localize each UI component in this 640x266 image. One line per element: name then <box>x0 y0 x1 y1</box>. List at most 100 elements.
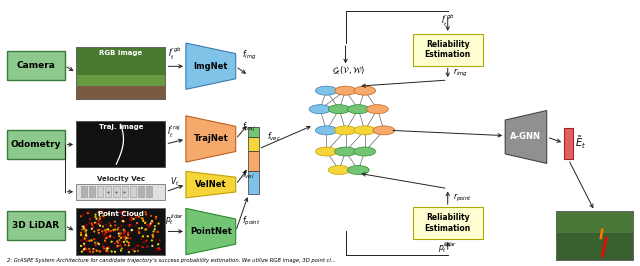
Point <box>102 246 113 250</box>
Point <box>90 243 100 247</box>
Text: $p_t^{lidar}$: $p_t^{lidar}$ <box>164 213 184 227</box>
Bar <box>130 186 136 197</box>
Point <box>110 223 120 227</box>
Bar <box>556 233 633 260</box>
Point <box>84 247 94 251</box>
Point <box>115 231 125 235</box>
Point <box>96 250 106 254</box>
Point <box>141 212 151 217</box>
Point <box>151 215 161 219</box>
Point <box>84 239 95 243</box>
Point <box>95 223 105 228</box>
Point <box>77 227 87 232</box>
Point <box>148 232 158 237</box>
Bar <box>76 47 166 75</box>
Point <box>136 216 147 220</box>
Bar <box>76 209 166 255</box>
Point <box>91 221 101 226</box>
Bar <box>76 86 166 99</box>
Point <box>110 241 120 246</box>
Point <box>79 235 90 239</box>
Bar <box>146 186 152 197</box>
Point <box>145 223 156 227</box>
Point <box>79 249 90 253</box>
Point <box>81 234 92 238</box>
Point <box>95 231 106 235</box>
Point <box>120 234 130 238</box>
Point <box>116 234 127 238</box>
Point <box>98 214 108 218</box>
Text: Reliability
Estimation: Reliability Estimation <box>424 213 471 233</box>
Point <box>91 237 101 241</box>
Text: 3D LiDAR: 3D LiDAR <box>12 221 60 230</box>
Point <box>134 231 145 235</box>
Point <box>81 235 92 240</box>
Point <box>102 249 112 253</box>
Point <box>100 231 110 236</box>
Point <box>147 238 157 243</box>
Point <box>140 220 150 225</box>
Point <box>83 211 93 215</box>
Point <box>78 234 88 239</box>
Bar <box>7 211 65 240</box>
Circle shape <box>348 165 369 174</box>
Bar <box>97 186 103 197</box>
Point <box>105 231 115 235</box>
Point <box>81 246 91 251</box>
Point <box>118 235 129 239</box>
Point <box>114 231 124 236</box>
Point <box>151 216 161 221</box>
Point <box>85 211 95 215</box>
Point <box>147 244 157 248</box>
Bar <box>7 51 65 80</box>
Point <box>115 210 125 215</box>
Point <box>124 243 134 247</box>
Point <box>76 233 86 237</box>
Text: $p_t^{lidar}$: $p_t^{lidar}$ <box>438 240 458 255</box>
Point <box>104 211 114 216</box>
Point <box>76 231 86 235</box>
Point <box>81 236 91 240</box>
Point <box>77 238 88 242</box>
Point <box>150 227 160 231</box>
Point <box>152 230 162 234</box>
Point <box>115 228 125 233</box>
Point <box>100 239 110 243</box>
Point <box>90 237 100 241</box>
Point <box>127 228 137 232</box>
Point <box>118 219 128 223</box>
Point <box>86 239 97 243</box>
Text: Traj. Image: Traj. Image <box>99 124 143 130</box>
Circle shape <box>335 86 356 95</box>
Point <box>140 227 150 232</box>
Point <box>99 215 109 219</box>
Point <box>80 246 90 250</box>
Point <box>123 232 133 237</box>
Point <box>86 238 97 243</box>
Text: Camera: Camera <box>17 61 55 70</box>
Text: $\mathcal{G}_t(\mathcal{V}, \mathcal{W})$: $\mathcal{G}_t(\mathcal{V}, \mathcal{W})… <box>332 65 365 77</box>
Point <box>148 233 158 237</box>
Point <box>108 229 118 233</box>
Point <box>129 249 140 253</box>
Circle shape <box>354 147 376 156</box>
Point <box>81 223 92 227</box>
Point <box>102 236 113 240</box>
Point <box>127 247 138 252</box>
Point <box>92 210 102 214</box>
Point <box>145 213 155 217</box>
Point <box>138 219 148 223</box>
Point <box>112 245 122 249</box>
Bar <box>248 171 259 194</box>
Point <box>132 229 143 233</box>
Text: $f_{traj}$: $f_{traj}$ <box>242 121 256 134</box>
Point <box>154 238 164 242</box>
Point <box>108 228 118 232</box>
Point <box>124 224 134 228</box>
Point <box>95 215 105 219</box>
Text: $I_t^{traj}$: $I_t^{traj}$ <box>168 124 181 140</box>
Circle shape <box>335 147 356 156</box>
Point <box>79 242 89 246</box>
Point <box>93 219 104 223</box>
Point <box>131 223 141 228</box>
